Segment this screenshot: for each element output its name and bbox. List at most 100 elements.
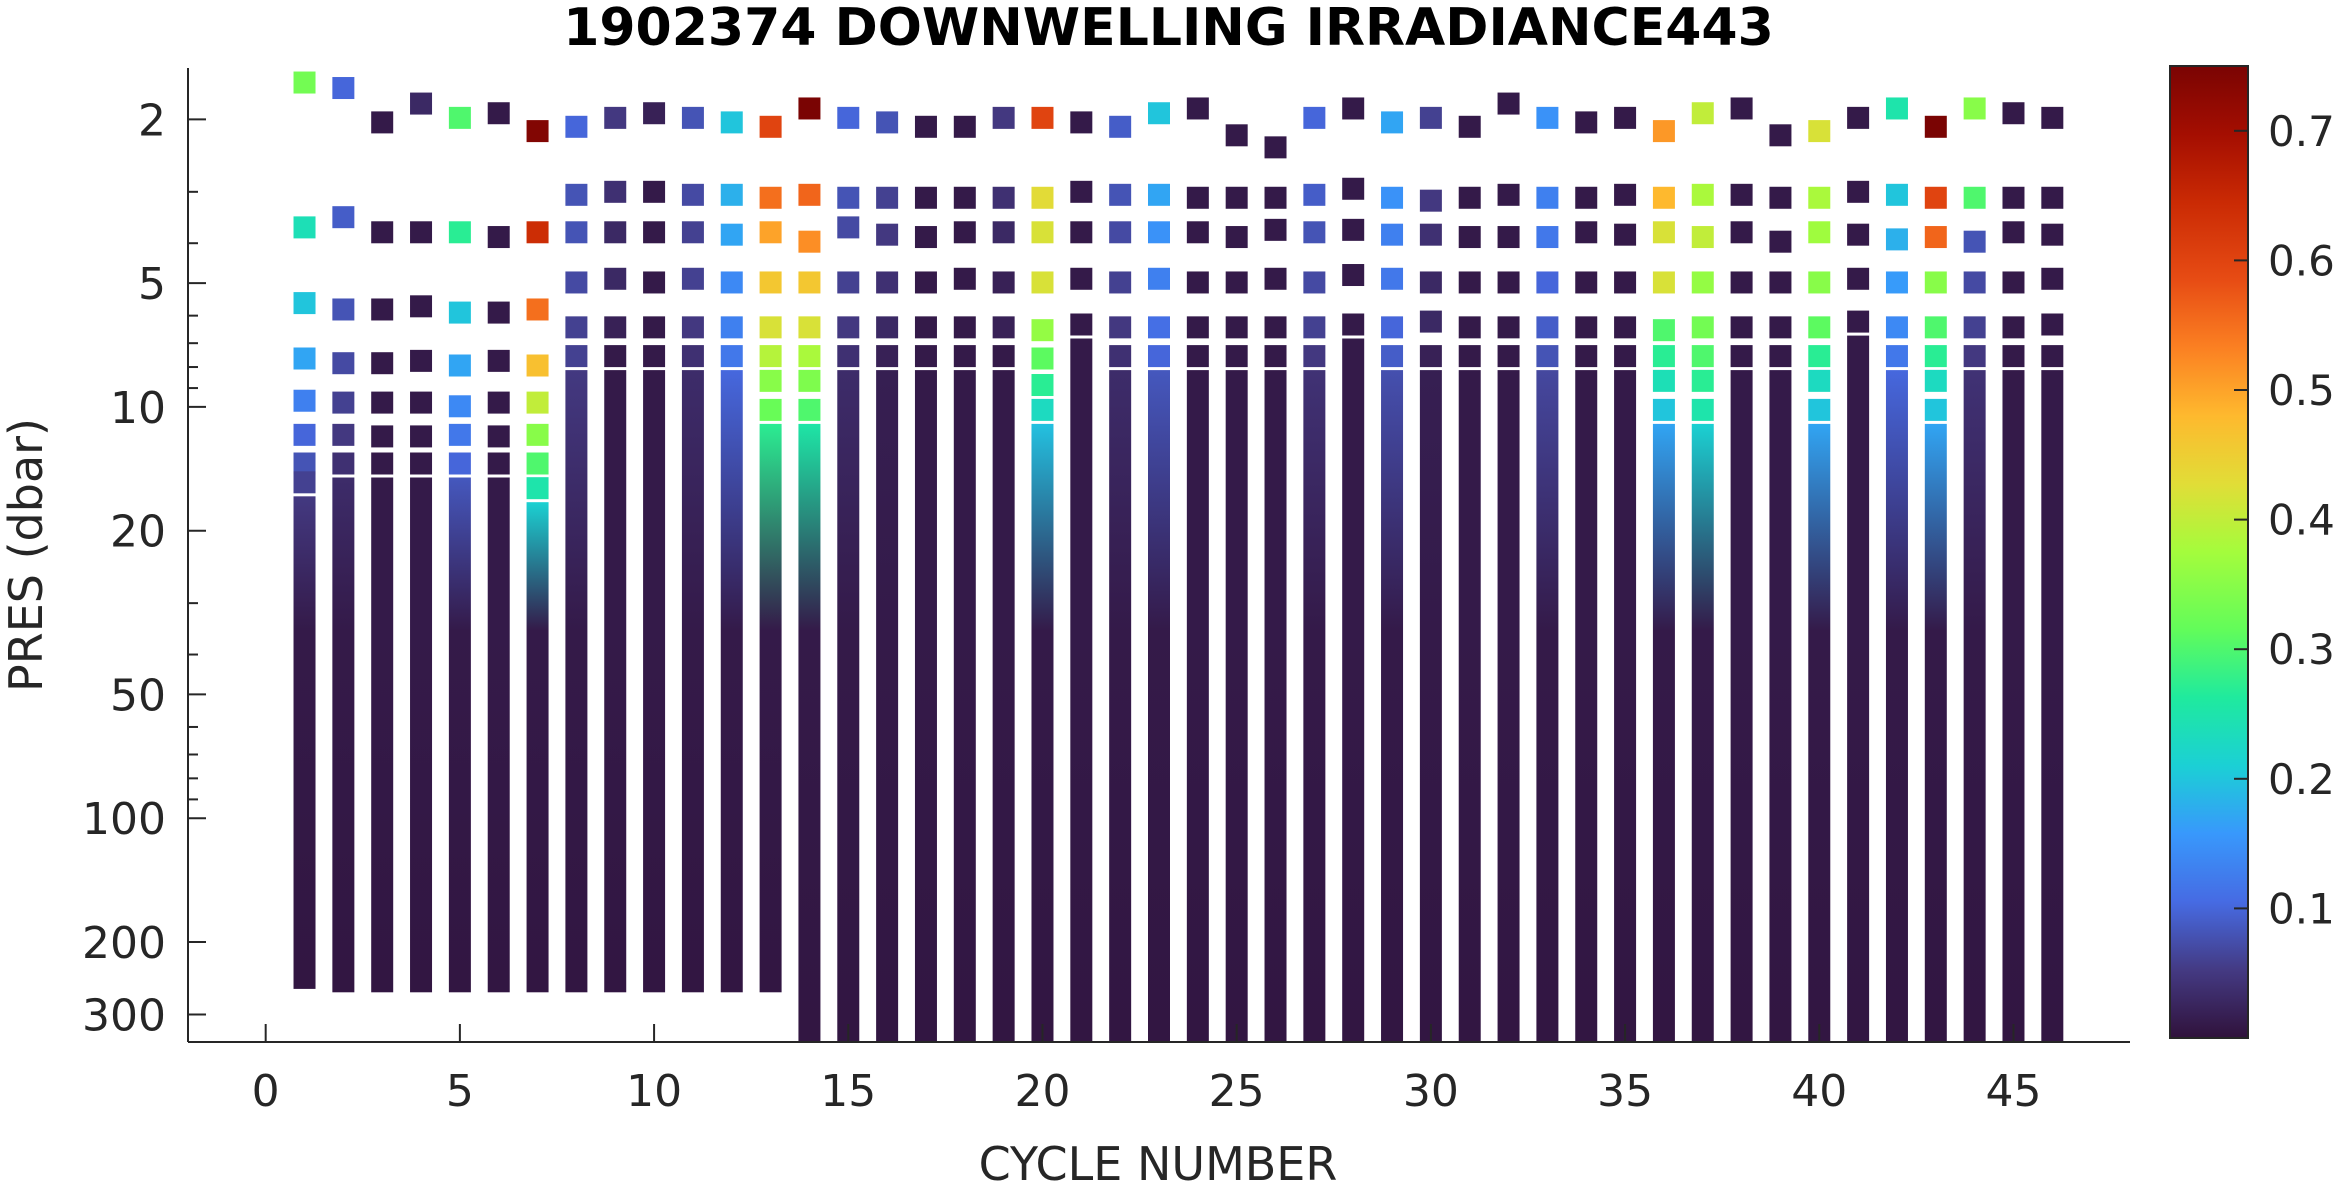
data-point [1730, 183, 1753, 206]
data-point [914, 115, 937, 138]
data-point [1225, 271, 1248, 294]
x-tick-label: 25 [1209, 1066, 1265, 1117]
data-point [798, 398, 821, 421]
profile-bar [1109, 370, 1132, 1042]
data-point [410, 452, 433, 475]
data-point [1381, 186, 1404, 209]
profile-bar [604, 370, 627, 993]
data-point [643, 221, 666, 244]
data-point [1536, 271, 1559, 294]
profile-bar [1070, 338, 1093, 1042]
data-point [371, 425, 394, 448]
data-point [1847, 310, 1870, 333]
data-point [1924, 186, 1947, 209]
x-axis-label: CYCLE NUMBER [979, 1137, 1338, 1187]
colorbar-tick-label: 0.4 [2268, 496, 2335, 545]
data-point [1186, 97, 1209, 120]
data-point [1769, 271, 1792, 294]
data-point [565, 345, 588, 368]
data-point [1303, 316, 1326, 339]
profile-bar [1225, 370, 1248, 1042]
data-point [1885, 316, 1908, 339]
profile-cycle-38 [1730, 97, 1753, 1042]
data-point [759, 345, 782, 368]
profile-cycle-42 [1885, 97, 1908, 1042]
data-point [759, 186, 782, 209]
profile-cycle-32 [1497, 92, 1520, 1042]
data-point [953, 267, 976, 290]
profile-cycle-33 [1536, 106, 1559, 1042]
profile-cycle-25 [1225, 124, 1248, 1042]
data-point [643, 316, 666, 339]
data-point [487, 391, 510, 414]
profile-cycle-44 [1963, 97, 1986, 1042]
data-point [1691, 398, 1714, 421]
data-point [1109, 221, 1132, 244]
data-point [293, 452, 316, 475]
data-point [565, 271, 588, 294]
data-point [1458, 226, 1481, 249]
data-point [992, 106, 1015, 129]
data-point [720, 111, 743, 134]
data-point [1847, 180, 1870, 203]
profile-bar [1458, 370, 1481, 1042]
data-point [371, 391, 394, 414]
profile-bar [1303, 370, 1326, 1042]
profile-bar [1536, 370, 1559, 1042]
data-point [1963, 230, 1986, 253]
data-point [1419, 189, 1442, 212]
data-point [1264, 186, 1287, 209]
data-point [1536, 226, 1559, 249]
data-point [720, 223, 743, 246]
data-point [487, 425, 510, 448]
x-tick-label: 35 [1597, 1066, 1653, 1117]
data-point [643, 271, 666, 294]
data-point [1303, 271, 1326, 294]
data-point [332, 452, 355, 475]
data-point [448, 452, 471, 475]
data-point [1070, 221, 1093, 244]
profile-bar [720, 370, 743, 993]
data-point [1148, 221, 1170, 244]
data-point [798, 97, 821, 120]
data-point [1652, 345, 1675, 368]
data-point [1186, 316, 1209, 339]
data-point [1148, 183, 1170, 206]
data-point [2002, 271, 2025, 294]
data-point [837, 316, 860, 339]
data-point [1031, 221, 1054, 244]
data-point [1225, 226, 1248, 249]
data-point [1497, 226, 1520, 249]
profile-bar [448, 477, 471, 993]
data-point [876, 223, 899, 246]
profile-bar [487, 477, 510, 993]
profile-bar [1264, 370, 1287, 1042]
data-point [2041, 186, 2064, 209]
chart-title: 1902374 DOWNWELLING IRRADIANCE443 [563, 0, 1774, 58]
data-point [487, 226, 510, 249]
data-point [1691, 183, 1714, 206]
data-point [953, 345, 976, 368]
data-point [1031, 186, 1054, 209]
data-point [1691, 369, 1714, 392]
profile-bar [1885, 370, 1908, 1042]
profile-bar [1691, 423, 1714, 1042]
data-point [1808, 120, 1831, 143]
data-point [565, 221, 588, 244]
data-point [2041, 106, 2064, 129]
profile-cycle-46 [2041, 106, 2064, 1042]
profile-cycle-45 [2002, 102, 2025, 1042]
data-point [2002, 316, 2025, 339]
data-point [1691, 226, 1714, 249]
data-point [371, 221, 394, 244]
data-point [2002, 186, 2025, 209]
data-point [1847, 267, 1870, 290]
profile-bar [876, 370, 899, 1042]
data-point [487, 301, 510, 324]
data-point [1186, 221, 1209, 244]
data-point [1924, 115, 1947, 138]
data-point [1458, 316, 1481, 339]
data-point [1536, 316, 1559, 339]
data-point [1148, 102, 1170, 125]
data-point [332, 423, 355, 446]
